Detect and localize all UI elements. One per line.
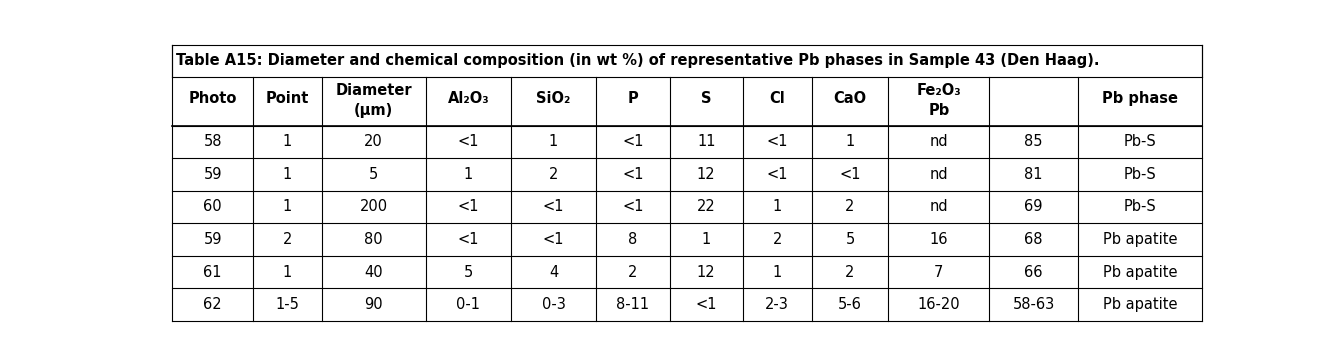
Text: <1: <1 xyxy=(622,199,644,214)
Text: <1: <1 xyxy=(622,167,644,182)
Text: Al₂O₃: Al₂O₃ xyxy=(447,91,490,106)
Text: 12: 12 xyxy=(697,265,716,279)
Text: <1: <1 xyxy=(622,134,644,150)
Text: 2: 2 xyxy=(846,265,855,279)
Text: 2: 2 xyxy=(549,167,558,182)
Text: 8-11: 8-11 xyxy=(617,297,649,312)
Text: 62: 62 xyxy=(203,297,222,312)
Text: Diameter: Diameter xyxy=(336,83,412,98)
Text: 1: 1 xyxy=(282,199,292,214)
Text: 66: 66 xyxy=(1024,265,1042,279)
Text: 90: 90 xyxy=(364,297,383,312)
Text: 1: 1 xyxy=(846,134,855,150)
Text: 1: 1 xyxy=(464,167,472,182)
Text: 1: 1 xyxy=(282,265,292,279)
Text: Fe₂O₃: Fe₂O₃ xyxy=(917,83,961,98)
Text: 5: 5 xyxy=(369,167,379,182)
Text: Pb apatite: Pb apatite xyxy=(1103,232,1177,247)
Text: 2: 2 xyxy=(282,232,292,247)
Text: 200: 200 xyxy=(360,199,388,214)
Text: 58: 58 xyxy=(203,134,222,150)
Text: 80: 80 xyxy=(364,232,383,247)
Text: 1: 1 xyxy=(282,167,292,182)
Text: nd: nd xyxy=(930,199,949,214)
Text: 22: 22 xyxy=(697,199,716,214)
Text: 60: 60 xyxy=(203,199,222,214)
Text: 1-5: 1-5 xyxy=(276,297,300,312)
Text: 1: 1 xyxy=(701,232,710,247)
Text: 12: 12 xyxy=(697,167,716,182)
Text: 85: 85 xyxy=(1024,134,1042,150)
Text: 2-3: 2-3 xyxy=(765,297,789,312)
Text: 59: 59 xyxy=(203,232,222,247)
Text: Table A15: Diameter and chemical composition (in wt %) of representative Pb phas: Table A15: Diameter and chemical composi… xyxy=(175,53,1098,68)
Text: 11: 11 xyxy=(697,134,716,150)
Text: 68: 68 xyxy=(1024,232,1042,247)
Text: 16-20: 16-20 xyxy=(918,297,961,312)
Text: 40: 40 xyxy=(364,265,383,279)
Text: (μm): (μm) xyxy=(355,102,393,118)
Text: Pb-S: Pb-S xyxy=(1124,134,1156,150)
Text: 59: 59 xyxy=(203,167,222,182)
Text: Point: Point xyxy=(265,91,309,106)
Text: 1: 1 xyxy=(772,265,781,279)
Text: SiO₂: SiO₂ xyxy=(537,91,571,106)
Text: 2: 2 xyxy=(772,232,781,247)
Text: Pb: Pb xyxy=(929,102,950,118)
Text: 0-1: 0-1 xyxy=(456,297,480,312)
Text: P: P xyxy=(628,91,638,106)
Text: <1: <1 xyxy=(767,134,788,150)
Text: 7: 7 xyxy=(934,265,943,279)
Text: <1: <1 xyxy=(839,167,860,182)
Text: <1: <1 xyxy=(767,167,788,182)
Text: 69: 69 xyxy=(1024,199,1042,214)
Text: 1: 1 xyxy=(282,134,292,150)
Text: nd: nd xyxy=(930,167,949,182)
Text: Pb-S: Pb-S xyxy=(1124,199,1156,214)
Text: Cl: Cl xyxy=(769,91,785,106)
Text: 5: 5 xyxy=(464,265,472,279)
Text: Pb apatite: Pb apatite xyxy=(1103,265,1177,279)
Text: CaO: CaO xyxy=(834,91,867,106)
Text: Pb phase: Pb phase xyxy=(1103,91,1177,106)
Text: <1: <1 xyxy=(458,134,479,150)
Text: S: S xyxy=(701,91,712,106)
Text: 2: 2 xyxy=(846,199,855,214)
Text: 1: 1 xyxy=(772,199,781,214)
Text: 81: 81 xyxy=(1024,167,1042,182)
Text: 1: 1 xyxy=(549,134,558,150)
Text: 4: 4 xyxy=(549,265,558,279)
Text: <1: <1 xyxy=(543,232,565,247)
Text: 8: 8 xyxy=(629,232,637,247)
Text: 16: 16 xyxy=(930,232,949,247)
Text: 5-6: 5-6 xyxy=(838,297,862,312)
Text: <1: <1 xyxy=(458,232,479,247)
Text: 2: 2 xyxy=(628,265,637,279)
Text: 61: 61 xyxy=(203,265,222,279)
Text: 20: 20 xyxy=(364,134,383,150)
Text: 58-63: 58-63 xyxy=(1013,297,1054,312)
Text: <1: <1 xyxy=(543,199,565,214)
Text: Pb-S: Pb-S xyxy=(1124,167,1156,182)
Text: nd: nd xyxy=(930,134,949,150)
Text: Photo: Photo xyxy=(189,91,237,106)
Text: Pb apatite: Pb apatite xyxy=(1103,297,1177,312)
Text: 5: 5 xyxy=(846,232,855,247)
Text: <1: <1 xyxy=(696,297,717,312)
Text: <1: <1 xyxy=(458,199,479,214)
Text: 0-3: 0-3 xyxy=(542,297,566,312)
